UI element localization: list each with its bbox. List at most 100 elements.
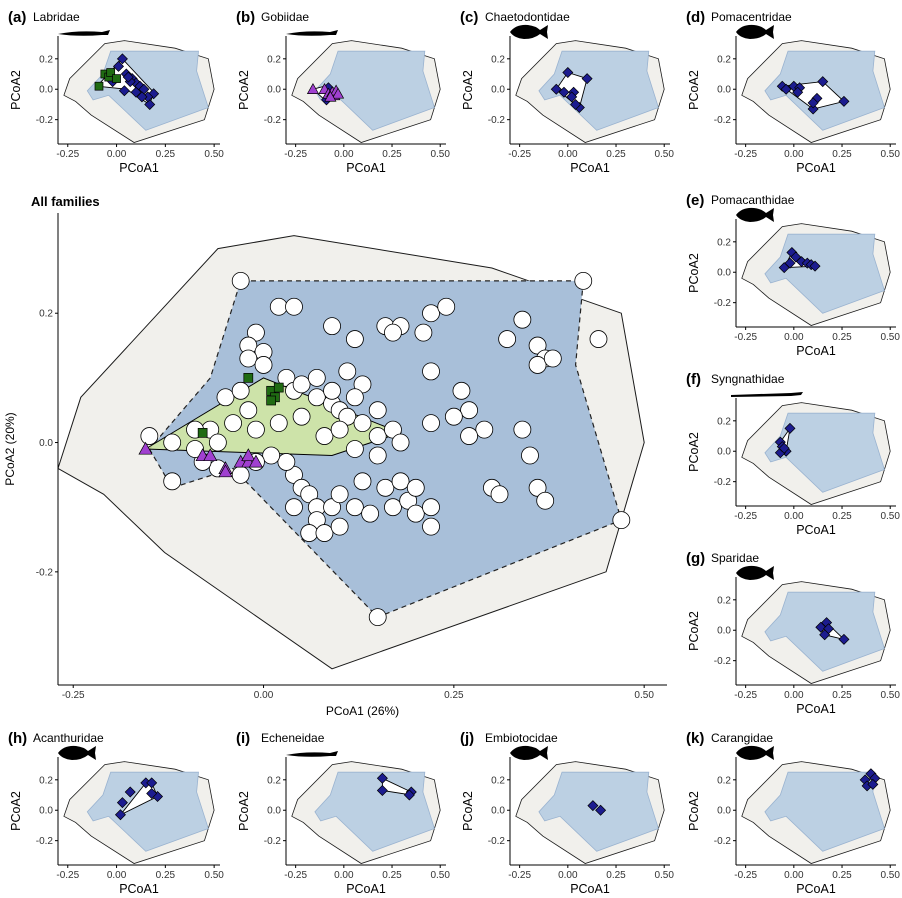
- y-tick-label: 0.2: [267, 54, 281, 65]
- plot-area: [291, 761, 441, 864]
- panel-tag: (e): [686, 192, 704, 209]
- y-axis-title: PCoA2: [687, 432, 701, 472]
- panel-tag: (c): [460, 9, 478, 26]
- diamond-point: [581, 73, 593, 85]
- species-point: [239, 349, 258, 368]
- y-axis-title: PCoA2: [237, 70, 251, 110]
- chart-panel-e: -0.25 0.00 0.25 0.50 -0.2 0.0 0.2 PCoA1 PCoA2 (e)…: [686, 192, 900, 358]
- x-axis-title: PCoA1: [796, 882, 836, 896]
- diamond-point: [116, 797, 128, 809]
- panel-tag: (g): [686, 550, 705, 567]
- x-tick-label: -0.25: [734, 870, 757, 881]
- y-tick-label: 0.0: [717, 268, 731, 279]
- y-tick-label: -0.2: [36, 836, 54, 847]
- y-axis-title: PCoA2: [687, 70, 701, 110]
- inner-hull: [764, 412, 885, 493]
- y-tick-label: 0.0: [267, 85, 281, 96]
- x-axis-title: PCoA1: [346, 161, 386, 175]
- species-point: [315, 427, 334, 445]
- species-point: [239, 401, 258, 420]
- x-tick-label: 0.00: [558, 149, 578, 160]
- x-tick-label: 0.25: [444, 690, 464, 701]
- species-point: [391, 433, 410, 452]
- x-tick-label: 0.50: [654, 149, 674, 160]
- species-point: [422, 414, 440, 433]
- panel-tag: (i): [236, 730, 250, 747]
- inner-hull: [86, 771, 209, 852]
- species-point: [338, 362, 357, 381]
- species-point: [247, 420, 265, 439]
- panel-title: Pomacanthidae: [711, 193, 795, 207]
- y-tick-label: 0.0: [491, 806, 505, 817]
- x-tick-label: 0.50: [880, 870, 900, 881]
- diamond-point: [113, 60, 125, 72]
- x-tick-label: -0.25: [284, 870, 307, 881]
- panel-title: Acanthuridae: [33, 731, 104, 745]
- diamond-point: [838, 95, 850, 107]
- x-tick-label: 0.00: [334, 149, 354, 160]
- fish-body-icon: [731, 392, 803, 397]
- species-point: [589, 330, 608, 348]
- y-tick-label: 0.2: [39, 54, 53, 65]
- chart-panel-d: -0.25 0.00 0.25 0.50 -0.2 0.0 0.2 PCoA1 PCoA2 (d)…: [686, 9, 900, 175]
- x-tick-label: 0.00: [784, 149, 804, 160]
- square-point: [94, 81, 104, 91]
- diamond-point: [118, 85, 130, 97]
- fish-body-icon: [736, 24, 774, 39]
- diamond-point: [587, 800, 599, 812]
- diamond-point: [784, 257, 796, 269]
- x-tick-label: 0.00: [254, 690, 274, 701]
- species-point: [285, 498, 303, 517]
- fish-silhouette-icon: [58, 30, 110, 36]
- panel-title: Embiotocidae: [485, 731, 558, 745]
- x-axis-title: PCoA1 (26%): [326, 704, 399, 718]
- triangle-point: [138, 441, 153, 455]
- panel-tag: (h): [8, 730, 27, 747]
- square-point: [266, 395, 276, 406]
- triangle-point: [248, 454, 264, 468]
- species-point: [406, 478, 425, 497]
- chart-panel-j: -0.25 0.00 0.25 0.50 -0.2 0.0 0.2 PCoA1 PCoA2 (j)…: [460, 730, 674, 896]
- fish-silhouette-icon: [286, 751, 338, 757]
- species-point: [612, 511, 631, 530]
- plot-area: [63, 40, 215, 143]
- diamond-point: [819, 629, 831, 641]
- square-point: [106, 68, 116, 77]
- fish-silhouette-icon: [58, 745, 96, 760]
- x-tick-label: 0.25: [832, 690, 852, 701]
- y-tick-label: -0.2: [714, 298, 732, 309]
- species-point: [368, 608, 387, 627]
- species-point: [300, 524, 319, 542]
- species-point: [368, 446, 387, 465]
- species-point: [330, 420, 349, 439]
- x-axis-title: PCoA1: [796, 702, 836, 716]
- x-tick-label: 0.25: [156, 870, 176, 881]
- panel-title: All families: [31, 194, 100, 209]
- species-point: [163, 433, 182, 452]
- species-point: [231, 271, 250, 290]
- x-tick-label: 0.00: [334, 870, 354, 881]
- species-point: [224, 414, 242, 433]
- panel-tag: (f): [686, 371, 701, 388]
- x-tick-label: 0.25: [156, 149, 176, 160]
- triangle-point: [203, 448, 218, 462]
- fish-silhouette-icon: [736, 745, 774, 760]
- species-point: [422, 517, 440, 536]
- species-point: [368, 427, 387, 445]
- x-tick-label: 0.25: [382, 870, 402, 881]
- species-point: [345, 440, 364, 458]
- x-tick-label: -0.25: [62, 690, 85, 701]
- plot-area: [515, 761, 665, 864]
- diamond-point: [817, 76, 829, 88]
- species-point: [323, 381, 341, 400]
- y-tick-label: 0.2: [491, 775, 505, 786]
- diamond-point: [146, 788, 158, 800]
- square-point: [112, 74, 121, 83]
- x-axis-title: PCoA1: [796, 344, 836, 358]
- species-point: [414, 323, 433, 342]
- y-tick-label: -0.2: [488, 115, 506, 126]
- plot-area: [741, 223, 891, 326]
- x-tick-label: 0.25: [832, 511, 852, 522]
- x-axis-title: PCoA1: [796, 523, 836, 537]
- species-point: [422, 304, 440, 323]
